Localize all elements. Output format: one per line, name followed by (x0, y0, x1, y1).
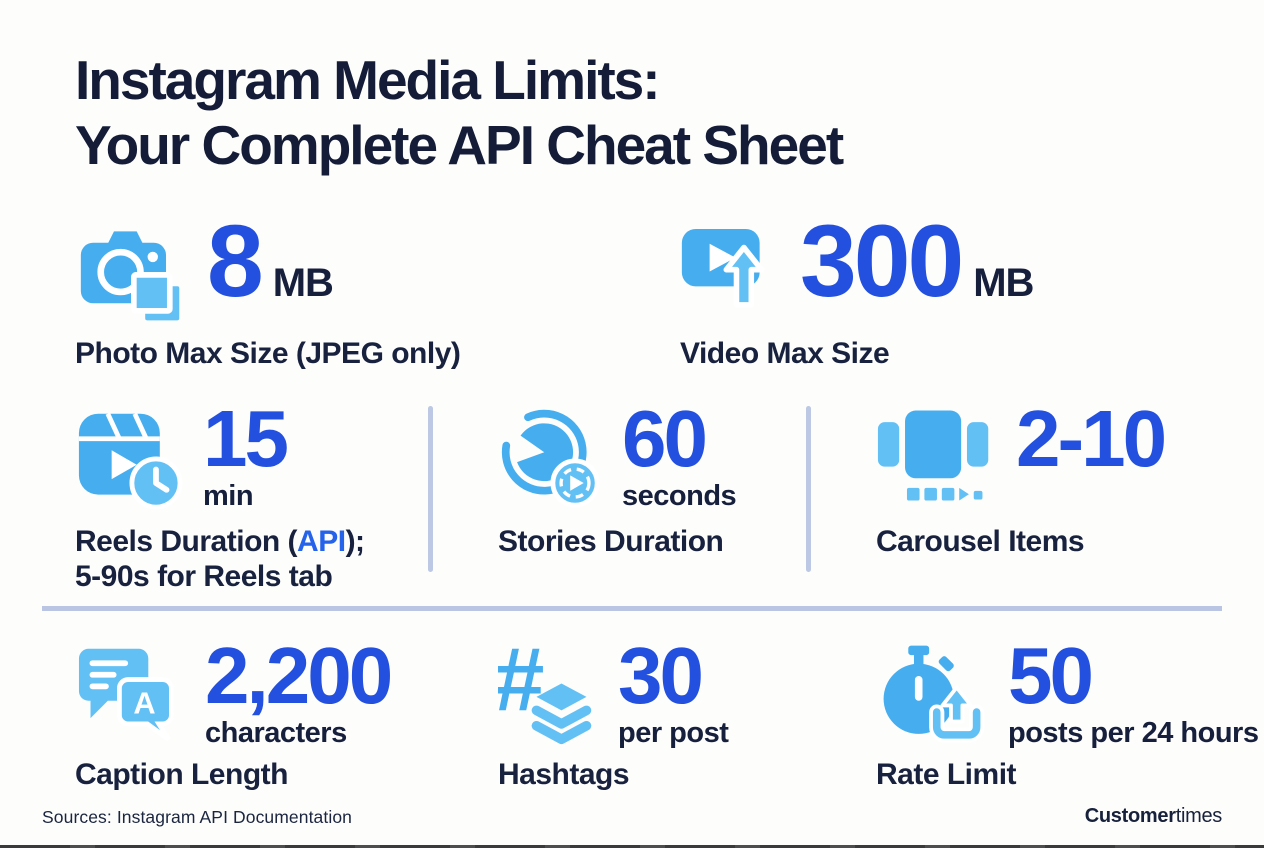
caption-length-label: Caption Length (75, 758, 288, 791)
stories-duration-label: Stories Duration (498, 525, 724, 558)
caption-length-value: 2,200 (205, 631, 393, 720)
brand-logo-bold: Customer (1084, 805, 1176, 827)
carousel-items-label: Carousel Items (876, 525, 1085, 558)
page-title-line1: Instagram Media Limits: (75, 49, 661, 111)
rate-limit-unit: posts per 24 hours (1008, 717, 1259, 750)
vertical-divider-2 (806, 406, 811, 572)
stopwatch-upload-icon (876, 643, 988, 747)
reels-duration-label: Reels Duration (API); 5-90s for Reels ta… (75, 524, 365, 594)
stat-hashtags: # 30 per post Hashtags (498, 631, 729, 792)
camera-photo-icon (75, 220, 187, 326)
video-max-unit: MB (973, 261, 1034, 305)
stat-rate-limit: 50 posts per 24 hours Rate Limit (876, 631, 1259, 792)
hashtags-unit: per post (618, 717, 729, 750)
reels-duration-label-line2: 5-90s for Reels tab (75, 560, 333, 594)
rate-limit-label: Rate Limit (876, 758, 1017, 791)
vertical-divider-1 (428, 406, 433, 572)
hashtags-value: 30 (618, 631, 704, 720)
photo-max-unit: MB (272, 261, 334, 305)
stories-duration-value: 60 (622, 394, 708, 483)
hashtag-stack-icon: # (498, 643, 598, 747)
carousel-items-icon (876, 406, 996, 506)
api-highlight: API (297, 525, 346, 558)
brand-logo: Customertimes (1084, 805, 1223, 828)
hashtags-label: Hashtags (498, 758, 630, 791)
svg-text:A: A (133, 685, 155, 720)
stat-video-max-size: 300 MB Video Max Size (680, 204, 1034, 371)
stat-photo-max-size: 8 MB Photo Max Size (JPEG only) (75, 204, 461, 371)
stories-timer-icon (498, 406, 602, 510)
stat-carousel-items: 2-10 Carousel Items (876, 394, 1167, 559)
rate-limit-value: 50 (1008, 631, 1094, 720)
reels-duration-label-line1: Reels Duration (API); (75, 525, 365, 558)
stat-stories-duration: 60 seconds Stories Duration (498, 394, 737, 559)
sources-note: Sources: Instagram API Documentation (42, 807, 353, 827)
horizontal-divider (42, 606, 1222, 611)
reels-duration-value: 15 (203, 394, 289, 483)
reels-duration-unit: min (203, 480, 254, 513)
video-upload-icon (680, 220, 780, 312)
carousel-items-value: 2-10 (1016, 394, 1167, 483)
stat-caption-length: A 2,200 characters Caption Length (75, 631, 393, 792)
svg-text:#: # (498, 643, 544, 730)
brand-logo-regular: times (1175, 805, 1223, 827)
reels-clock-icon (75, 406, 183, 510)
page-title: Instagram Media Limits: Your Complete AP… (75, 48, 844, 179)
stories-duration-unit: seconds (622, 480, 737, 513)
caption-bubbles-icon: A (75, 643, 185, 747)
bottom-edge-line (0, 845, 1264, 848)
page-title-line2: Your Complete API Cheat Sheet (75, 114, 844, 177)
video-max-value: 300 (800, 204, 964, 318)
video-max-label: Video Max Size (680, 337, 890, 370)
stat-reels-duration: 15 min Reels Duration (API); 5-90s for R… (75, 394, 365, 594)
photo-max-value: 8 (207, 204, 264, 318)
photo-max-label: Photo Max Size (JPEG only) (75, 337, 461, 370)
caption-length-unit: characters (205, 717, 347, 750)
